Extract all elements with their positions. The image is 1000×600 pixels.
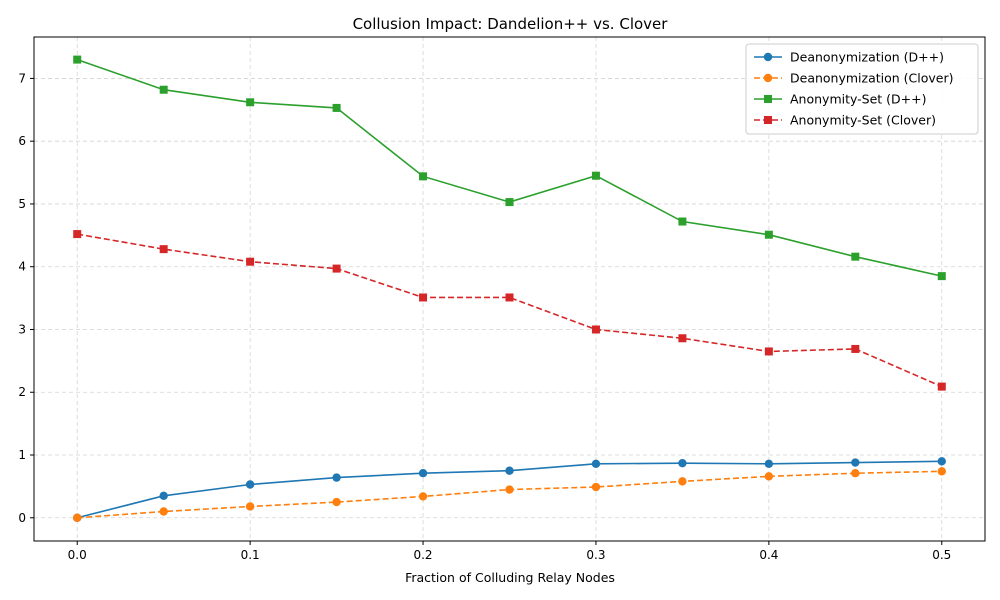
series-4 [73, 230, 946, 391]
data-point [418, 492, 428, 501]
y-tick-label: 6 [18, 134, 26, 148]
data-point [73, 230, 82, 239]
data-point [159, 507, 168, 516]
y-tick-label: 0 [18, 511, 26, 525]
legend-label: Anonymity-Set (D++) [790, 92, 927, 107]
data-point [245, 480, 255, 489]
y-tick-label: 1 [18, 448, 26, 462]
data-point [678, 334, 687, 343]
data-point [851, 252, 860, 261]
data-point [505, 293, 514, 302]
data-point [246, 98, 255, 107]
data-point [591, 459, 601, 468]
data-point [678, 458, 687, 468]
data-point [159, 491, 168, 501]
data-point [678, 217, 687, 226]
x-tick-label: 0.0 [68, 548, 87, 562]
legend-item: Anonymity-Set (D++) [754, 92, 927, 107]
legend-marker [764, 116, 772, 124]
data-point [332, 497, 341, 507]
x-tick-label: 0.2 [413, 548, 432, 562]
data-point [764, 459, 774, 468]
legend-item: Deanonymization (Clover) [754, 71, 953, 86]
data-point [73, 55, 82, 64]
data-point [419, 293, 428, 302]
legend-marker [763, 73, 773, 83]
data-point [764, 472, 774, 481]
data-point [851, 344, 860, 353]
data-point [159, 85, 168, 94]
plot-series [73, 55, 946, 522]
legend-label: Deanonymization (D++) [790, 50, 944, 65]
legend-marker [764, 95, 772, 103]
y-tick-label: 2 [18, 385, 26, 399]
data-point [937, 457, 946, 466]
data-point [505, 485, 514, 494]
data-point [591, 325, 600, 334]
data-point [159, 245, 168, 254]
y-tick-label: 4 [18, 260, 26, 274]
data-point [591, 171, 600, 180]
legend-label: Anonymity-Set (Clover) [790, 113, 936, 128]
y-tick-label: 7 [18, 71, 26, 85]
series-2 [73, 467, 946, 522]
data-point [678, 477, 687, 486]
x-axis-label: Fraction of Colluding Relay Nodes [405, 570, 615, 585]
data-point [73, 513, 82, 522]
data-point [419, 172, 428, 181]
plot-area-frame [33, 36, 986, 542]
series-3 [73, 55, 946, 281]
x-axis: 0.0 0.1 0.2 0.3 0.4 0.5 [68, 541, 951, 562]
x-tick-label: 0.4 [759, 548, 778, 562]
legend-marker [763, 52, 773, 62]
legend-item: Anonymity-Set (Clover) [754, 113, 936, 128]
data-point [505, 198, 514, 207]
y-axis: 0 1 2 3 4 5 6 7 [18, 71, 34, 525]
data-point [937, 382, 946, 391]
data-point [245, 502, 255, 511]
y-tick-label: 5 [18, 197, 26, 211]
chart-title: Collusion Impact: Dandelion++ vs. Clover [353, 15, 669, 33]
data-point [851, 469, 860, 478]
legend-item: Deanonymization (D++) [754, 50, 944, 65]
data-point [332, 473, 341, 482]
data-point [246, 257, 255, 266]
data-point [332, 103, 341, 112]
series-line [77, 233, 943, 388]
data-point [332, 264, 341, 273]
data-point [937, 272, 946, 281]
data-point [764, 230, 773, 239]
data-point [764, 347, 773, 356]
legend-label: Deanonymization (Clover) [790, 71, 953, 86]
legend: Deanonymization (D++) Deanonymization (Cl… [745, 43, 979, 135]
data-point [505, 466, 514, 475]
y-tick-label: 3 [18, 322, 26, 336]
data-point [591, 482, 601, 492]
data-point [851, 458, 860, 467]
legend-box [745, 43, 979, 135]
x-tick-label: 0.5 [932, 548, 951, 562]
data-point [418, 469, 428, 478]
x-tick-label: 0.1 [241, 548, 260, 562]
data-point [937, 467, 946, 476]
x-tick-label: 0.3 [586, 548, 605, 562]
